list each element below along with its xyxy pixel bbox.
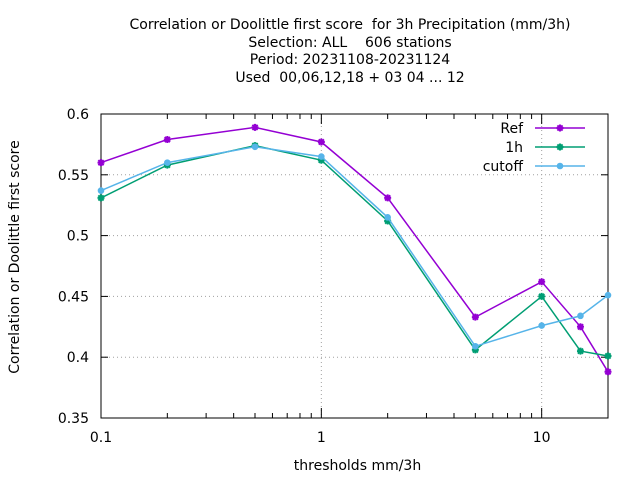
series: [97, 123, 612, 376]
data-point: [317, 138, 325, 146]
legend-marker: [556, 162, 564, 170]
data-point: [97, 159, 105, 167]
series-line: [100, 126, 609, 373]
data-point: [538, 278, 546, 286]
data-point: [318, 153, 325, 160]
data-point: [472, 342, 479, 350]
legend-label: Ref: [500, 121, 524, 137]
data-point: [384, 217, 392, 225]
data-point: [576, 323, 584, 331]
data-point: [317, 156, 325, 164]
y-tick-label: 0.4: [67, 350, 89, 366]
legend: Ref 1h cutoff: [483, 121, 585, 175]
data-point: [251, 143, 259, 151]
data-point: [576, 347, 584, 355]
chart-title: Correlation or Doolittle first score for…: [0, 17, 640, 87]
data-point: [604, 291, 612, 299]
x-tick-label: 10: [533, 430, 551, 446]
x-axis-label: thresholds mm/3h: [294, 458, 421, 474]
y-axis-label: Correlation or Doolittle first score: [7, 140, 23, 373]
y-tick-label: 0.35: [58, 411, 89, 427]
title-line-2: Selection: ALL 606 stations: [248, 34, 452, 51]
series-ref: [97, 123, 612, 376]
data-point: [163, 136, 171, 144]
legend-label: 1h: [505, 140, 523, 156]
data-point: [251, 123, 259, 131]
data-point: [604, 368, 612, 376]
data-point: [384, 214, 391, 221]
data-point: [384, 194, 392, 202]
data-point: [97, 194, 105, 202]
data-point: [471, 313, 479, 321]
series-line: [100, 144, 609, 357]
data-point: [538, 322, 545, 329]
data-point: [164, 159, 171, 166]
data-point: [604, 352, 612, 360]
data-point: [471, 346, 479, 354]
series-1h: [97, 142, 612, 360]
title-line-3: Period: 20231108-20231124: [249, 52, 451, 69]
data-point: [577, 312, 584, 320]
legend-label: cutoff: [483, 159, 524, 175]
legend-marker: [556, 124, 564, 132]
title-line-4: Used 00,06,12,18 + 03 04 ... 12: [235, 69, 465, 86]
series-cutoff: [97, 143, 612, 350]
axis-ticks: 0.35 0.4 0.45 0.5 0.55 0.6 0.1 1 10: [58, 107, 608, 446]
plot-frame: [100, 113, 609, 419]
data-point: [538, 292, 546, 300]
grid: [101, 114, 608, 418]
y-tick-label: 0.5: [67, 229, 89, 245]
series-line: [100, 146, 609, 348]
x-tick-label: 0.1: [90, 430, 112, 446]
title-line-1: Correlation or Doolittle first score for…: [129, 17, 571, 33]
data-point: [97, 187, 105, 194]
legend-marker: [556, 143, 564, 151]
y-tick-label: 0.55: [58, 168, 89, 184]
y-tick-label: 0.6: [67, 107, 89, 123]
x-tick-label: 1: [317, 430, 326, 446]
y-tick-label: 0.45: [58, 289, 89, 305]
